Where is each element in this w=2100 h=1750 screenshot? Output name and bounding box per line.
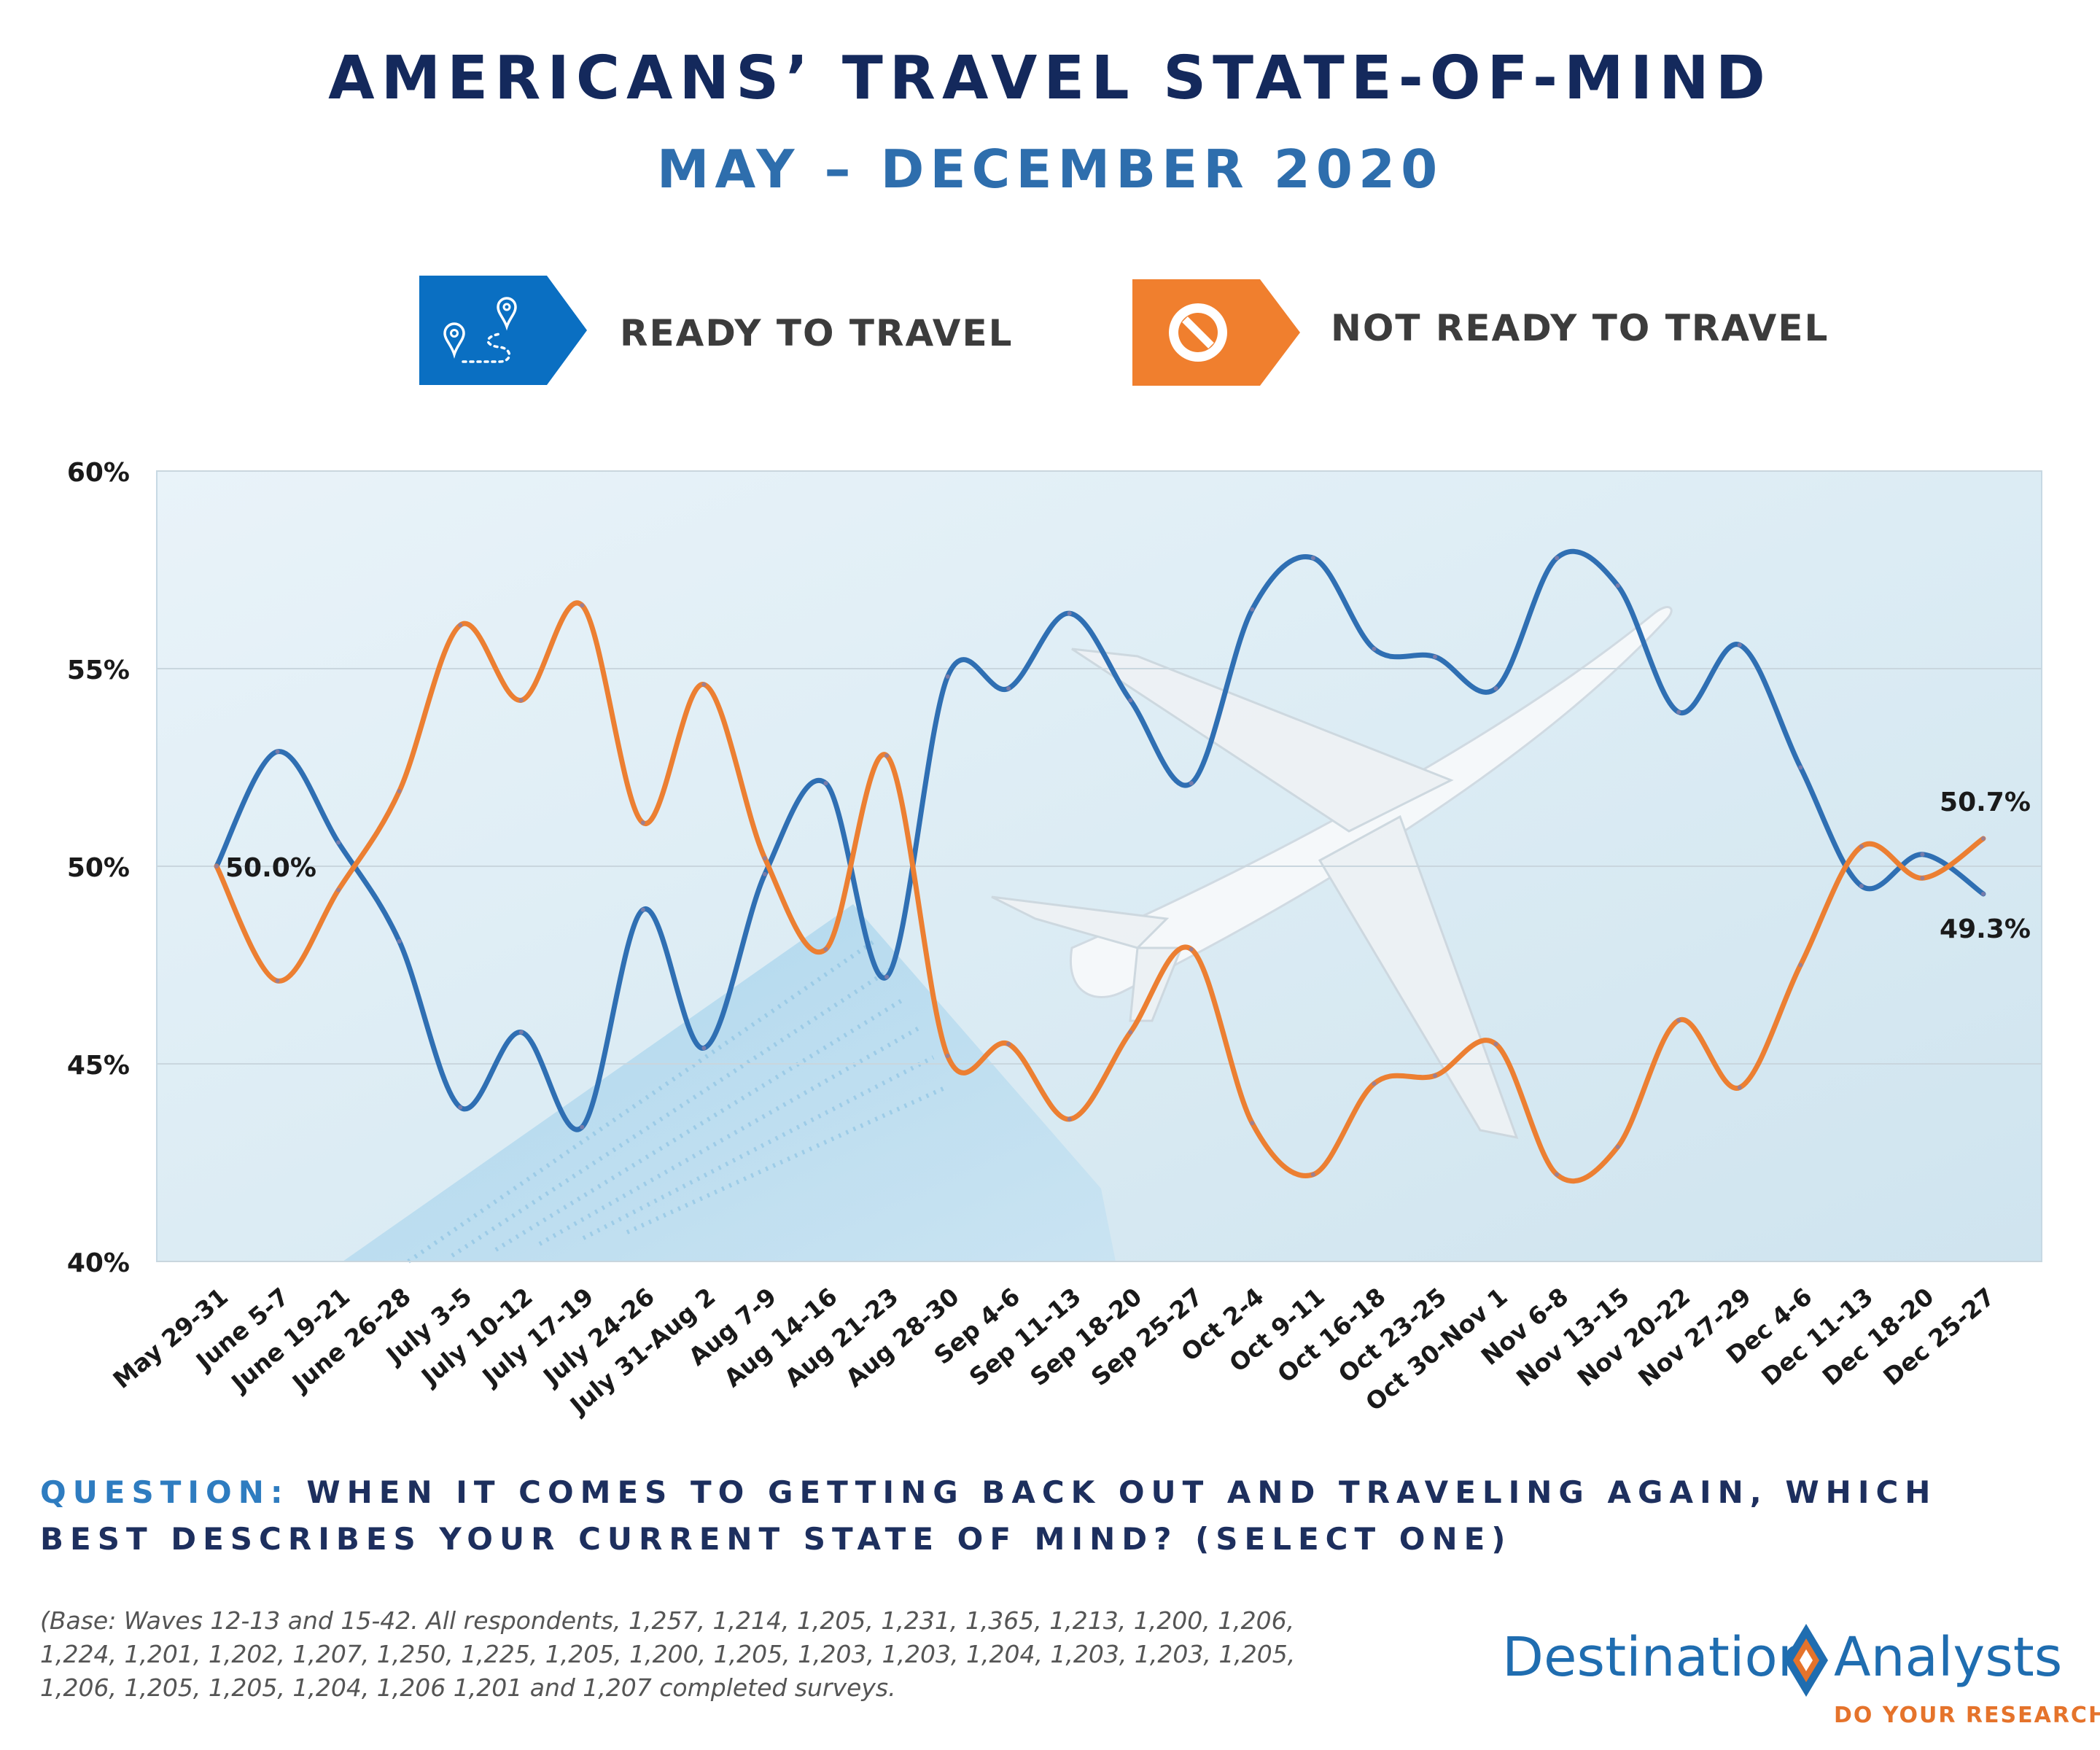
airplane-tail-left xyxy=(991,895,1170,949)
mask-pleat xyxy=(582,1055,935,1240)
data-point xyxy=(1920,876,1925,881)
face-mask-image xyxy=(343,904,1116,1261)
data-point xyxy=(640,820,645,825)
series-line-ready xyxy=(214,548,1986,1132)
data-point xyxy=(397,789,402,794)
data-point xyxy=(1859,844,1864,849)
logo-name-left: Destination xyxy=(1502,1626,1812,1689)
survey-question: QUESTION: WHEN IT COMES TO GETTING BACK … xyxy=(40,1469,2067,1563)
data-point xyxy=(1310,1172,1315,1177)
data-point xyxy=(823,946,828,952)
data-point xyxy=(1920,852,1925,857)
data-point xyxy=(1555,556,1560,561)
data-point xyxy=(1676,709,1681,715)
data-point xyxy=(1737,1085,1742,1090)
data-point xyxy=(1859,884,1864,889)
legend-label-ready: READY TO TRAVEL xyxy=(620,312,1014,354)
data-point xyxy=(1189,781,1194,786)
series-line-not-ready xyxy=(214,600,1986,1184)
data-point xyxy=(336,840,341,845)
data-point xyxy=(1067,611,1072,616)
data-label: 49.3% xyxy=(1940,914,2031,944)
data-point xyxy=(1493,1041,1498,1046)
data-point xyxy=(458,623,463,628)
data-point xyxy=(275,979,280,984)
series-lines xyxy=(214,548,1986,1184)
data-point xyxy=(1128,1030,1133,1035)
question-label: QUESTION: xyxy=(40,1474,289,1510)
y-tick-label: 60% xyxy=(67,458,130,488)
data-point xyxy=(823,781,828,786)
data-label: 50.7% xyxy=(1940,788,2031,817)
data-point xyxy=(1555,1172,1560,1177)
annotations: 50.0% 50.7% 49.3% xyxy=(225,788,2031,944)
data-point xyxy=(1615,1144,1620,1149)
base-note: (Base: Waves 12-13 and 15-42. All respon… xyxy=(40,1606,1296,1702)
prohibited-icon xyxy=(1132,279,1300,386)
data-point xyxy=(1372,646,1377,651)
data-point xyxy=(1493,686,1498,691)
y-tick-label: 55% xyxy=(67,656,130,685)
data-point xyxy=(458,1105,463,1110)
airplane-image xyxy=(991,606,1673,1139)
data-point xyxy=(1128,698,1133,703)
data-point xyxy=(762,871,767,876)
grid-lines xyxy=(157,470,2042,1262)
data-point xyxy=(1980,891,1986,896)
data-point xyxy=(1798,765,1803,770)
data-point xyxy=(1433,1073,1437,1078)
data-point xyxy=(945,1054,950,1059)
data-point xyxy=(275,749,280,754)
data-point xyxy=(397,938,402,944)
data-point xyxy=(1310,556,1315,561)
airplane-wing-left xyxy=(1071,648,1454,833)
map-route-icon xyxy=(419,276,587,385)
y-tick-label: 40% xyxy=(67,1248,130,1278)
data-point xyxy=(518,698,524,703)
data-point xyxy=(1067,1116,1072,1121)
data-point xyxy=(884,753,890,758)
chart-subtitle: MAY – DECEMBER 2020 xyxy=(656,139,1444,200)
legend-label-not-ready: NOT READY TO TRAVEL xyxy=(1331,307,1829,349)
data-label: 50.0% xyxy=(225,853,316,883)
data-point xyxy=(1798,962,1803,968)
data-point xyxy=(884,974,890,979)
data-point xyxy=(1006,1041,1011,1046)
question-text: WHEN IT COMES TO GETTING BACK OUT AND TR… xyxy=(40,1474,1937,1557)
data-point xyxy=(214,864,219,868)
data-point xyxy=(1189,946,1194,952)
data-point xyxy=(701,682,707,687)
logo-tagline: DO YOUR RESEARCH xyxy=(1834,1703,2100,1728)
chart-title: AMERICANS’ TRAVEL STATE-OF-MIND xyxy=(328,44,1772,113)
mask-pleat xyxy=(538,1026,920,1246)
data-point xyxy=(1250,1121,1255,1126)
airplane-wing-right xyxy=(1318,814,1519,1139)
data-point xyxy=(1980,836,1986,841)
data-point xyxy=(701,1046,707,1051)
y-axis: 40% 45% 50% 55% 60% xyxy=(67,458,130,1278)
data-point xyxy=(1006,686,1011,691)
data-point xyxy=(1676,1018,1681,1023)
y-tick-label: 50% xyxy=(67,853,130,883)
data-point xyxy=(640,907,645,912)
data-point xyxy=(580,1124,585,1129)
logo-name-right: Analysts xyxy=(1834,1626,2063,1689)
data-point xyxy=(1433,654,1437,659)
data-point xyxy=(762,856,767,861)
data-point xyxy=(1737,642,1742,648)
data-point xyxy=(945,674,950,679)
data-point xyxy=(1250,607,1255,612)
data-point xyxy=(336,887,341,892)
data-point xyxy=(1372,1081,1377,1086)
data-point xyxy=(518,1030,524,1035)
y-tick-label: 45% xyxy=(67,1051,130,1081)
diamond-logo-icon xyxy=(1784,1624,1828,1697)
data-point xyxy=(1615,583,1620,588)
destination-analysts-logo: Destination Analysts DO YOUR RESEARCH xyxy=(1502,1624,2100,1735)
data-point xyxy=(580,603,585,608)
